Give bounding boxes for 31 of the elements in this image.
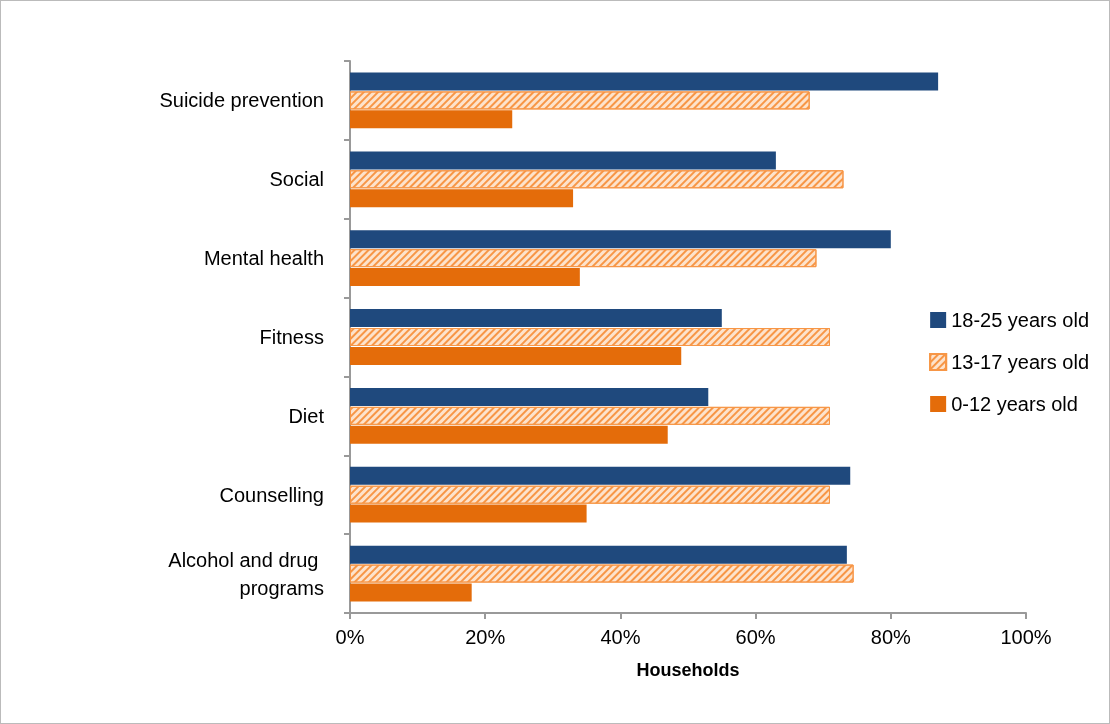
bar [350, 387, 709, 406]
bar [350, 504, 587, 523]
legend-label: 13-17 years old [951, 351, 1090, 373]
bar [350, 151, 776, 170]
x-tick-label: 60% [735, 626, 776, 648]
x-tick-label: 40% [600, 626, 641, 648]
x-tick-label: 20% [465, 626, 506, 648]
bar [350, 268, 580, 287]
bar [350, 425, 668, 444]
bar [350, 189, 574, 208]
y-tick-label: Fitness [259, 326, 324, 348]
bar [350, 466, 851, 485]
y-tick-label: Diet [288, 404, 325, 427]
y-tick-label: Suicide prevention [159, 89, 324, 112]
x-tick-label: 0% [335, 626, 365, 648]
bar [350, 346, 682, 365]
bar [350, 545, 847, 564]
y-tick-label: Alcohol and drug programs [168, 548, 324, 599]
legend-label: 18-25 years old [951, 309, 1090, 331]
bar [350, 309, 722, 328]
x-axis-title: Households [636, 660, 740, 680]
bar [350, 230, 891, 249]
bar [350, 72, 939, 91]
bar [350, 583, 472, 602]
x-tick-label: 80% [870, 626, 912, 648]
y-tick-label: Mental health [203, 247, 324, 270]
bar [350, 110, 513, 129]
y-tick-label: Social [269, 168, 324, 191]
legend-label: 0-12 years old [951, 393, 1078, 415]
y-tick-label: Counselling [219, 483, 324, 506]
x-tick-label: 100% [1000, 626, 1052, 648]
